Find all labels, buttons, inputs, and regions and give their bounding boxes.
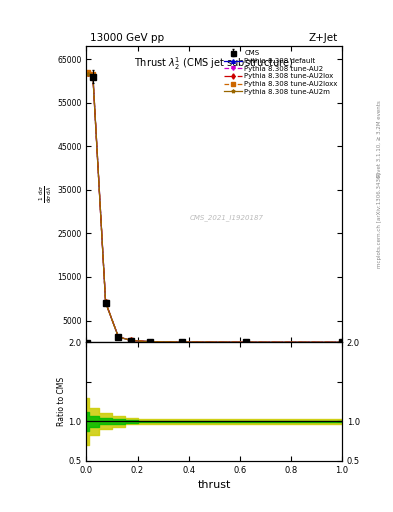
Text: 13000 GeV pp: 13000 GeV pp (90, 33, 165, 44)
Pythia 8.308 tune-AU2lox (116, 334, 121, 340)
Pythia 8.308 tune-AU2loxx (244, 339, 248, 345)
Pythia 8.308 tune-AU2lox (180, 339, 185, 345)
Pythia 8.308 default (340, 339, 344, 345)
Pythia 8.308 tune-AU2m (148, 338, 152, 345)
Pythia 8.308 tune-AU2m (340, 339, 344, 345)
Pythia 8.308 tune-AU2m (85, 71, 90, 77)
Pythia 8.308 tune-AU2loxx (103, 299, 108, 305)
Pythia 8.308 default (116, 334, 121, 340)
Pythia 8.308 tune-AU2loxx (129, 337, 134, 344)
Text: Thrust $\lambda_2^1$ (CMS jet substructure): Thrust $\lambda_2^1$ (CMS jet substructu… (134, 55, 294, 72)
Pythia 8.308 tune-AU2lox (90, 72, 95, 78)
Pythia 8.308 tune-AU2 (116, 334, 121, 340)
Pythia 8.308 tune-AU2 (129, 337, 134, 344)
Pythia 8.308 tune-AU2 (340, 339, 344, 345)
Text: CMS_2021_I1920187: CMS_2021_I1920187 (190, 215, 264, 221)
Line: Pythia 8.308 tune-AU2loxx: Pythia 8.308 tune-AU2loxx (86, 70, 344, 345)
Pythia 8.308 tune-AU2 (90, 73, 95, 79)
Pythia 8.308 tune-AU2m (116, 334, 121, 340)
Y-axis label: Ratio to CMS: Ratio to CMS (57, 377, 66, 426)
Pythia 8.308 tune-AU2m (103, 300, 108, 306)
Pythia 8.308 tune-AU2 (103, 300, 108, 306)
Line: Pythia 8.308 tune-AU2m: Pythia 8.308 tune-AU2m (86, 72, 344, 345)
Pythia 8.308 default (90, 71, 95, 77)
Line: Pythia 8.308 tune-AU2: Pythia 8.308 tune-AU2 (86, 71, 344, 345)
Pythia 8.308 default (85, 69, 90, 75)
Pythia 8.308 default (180, 339, 185, 345)
Pythia 8.308 default (103, 299, 108, 305)
Line: Pythia 8.308 default: Pythia 8.308 default (86, 70, 344, 345)
Pythia 8.308 tune-AU2loxx (116, 334, 121, 340)
Pythia 8.308 tune-AU2 (85, 70, 90, 76)
Pythia 8.308 tune-AU2m (180, 339, 185, 345)
Legend: CMS, Pythia 8.308 default, Pythia 8.308 tune-AU2, Pythia 8.308 tune-AU2lox, Pyth: CMS, Pythia 8.308 default, Pythia 8.308 … (221, 48, 340, 98)
Pythia 8.308 tune-AU2lox (340, 339, 344, 345)
Pythia 8.308 tune-AU2 (180, 339, 185, 345)
X-axis label: thrust: thrust (198, 480, 231, 490)
Pythia 8.308 tune-AU2lox (85, 70, 90, 76)
Pythia 8.308 default (148, 338, 152, 345)
Pythia 8.308 tune-AU2loxx (340, 339, 344, 345)
Pythia 8.308 tune-AU2lox (129, 337, 134, 344)
Y-axis label: $\frac{1}{\mathrm{d}\sigma} \frac{\mathrm{d}\sigma}{\mathrm{d}\lambda}$: $\frac{1}{\mathrm{d}\sigma} \frac{\mathr… (38, 185, 55, 203)
Line: Pythia 8.308 tune-AU2lox: Pythia 8.308 tune-AU2lox (86, 71, 344, 345)
Pythia 8.308 tune-AU2 (244, 339, 248, 345)
Pythia 8.308 default (129, 337, 134, 344)
Pythia 8.308 tune-AU2 (148, 338, 152, 345)
Pythia 8.308 tune-AU2lox (244, 339, 248, 345)
Text: Z+Jet: Z+Jet (309, 33, 338, 44)
Pythia 8.308 tune-AU2m (244, 339, 248, 345)
Pythia 8.308 tune-AU2lox (103, 300, 108, 306)
Pythia 8.308 default (244, 339, 248, 345)
Pythia 8.308 tune-AU2loxx (148, 338, 152, 345)
Pythia 8.308 tune-AU2loxx (85, 69, 90, 75)
Pythia 8.308 tune-AU2m (129, 337, 134, 344)
Pythia 8.308 tune-AU2loxx (180, 339, 185, 345)
Text: Rivet 3.1.10, ≥ 3.2M events: Rivet 3.1.10, ≥ 3.2M events (377, 100, 382, 177)
Pythia 8.308 tune-AU2m (90, 73, 95, 79)
Text: mcplots.cern.ch [arXiv:1306.3436]: mcplots.cern.ch [arXiv:1306.3436] (377, 173, 382, 268)
Pythia 8.308 tune-AU2loxx (90, 71, 95, 77)
Pythia 8.308 tune-AU2lox (148, 338, 152, 345)
